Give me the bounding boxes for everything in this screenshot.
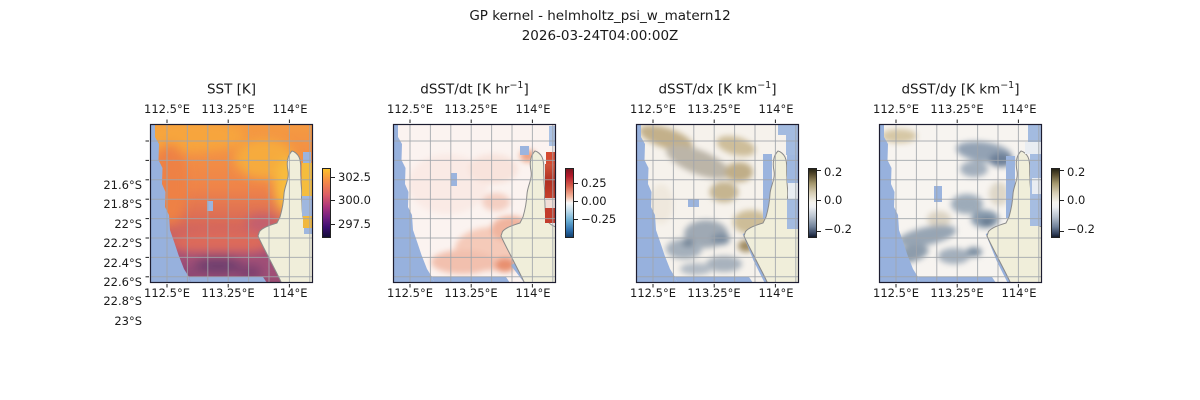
colorbar-dsst-dt: 0.25 0.00 −0.25 (565, 168, 635, 238)
panel-dsst-dx: dSST/dx [K km−1] 112.5°E 113.25°E 114°E (630, 80, 852, 300)
xtick-label: 113.25°E (201, 286, 255, 300)
ytick-label: 23°S (114, 314, 142, 328)
xtick-label: 114°E (515, 102, 551, 116)
ytick-label: 21.6°S (103, 178, 142, 192)
colorbar-tick-label: 0.00 (581, 194, 607, 208)
colorbar-tick-label: 0.0 (1067, 193, 1086, 207)
xtick-label: 113.25°E (930, 286, 984, 300)
xtick-label: 114°E (758, 102, 794, 116)
colorbar-sst: 302.5 300.0 297.5 (322, 168, 392, 238)
colorbar-tick-label: 300.0 (338, 193, 371, 207)
xtick-label: 114°E (1001, 286, 1037, 300)
colorbar-gradient (1051, 168, 1060, 238)
colorbar-tick-label: 0.2 (1067, 165, 1086, 179)
xtick-label: 112.5°E (144, 102, 190, 116)
xtick-label: 112.5°E (387, 286, 433, 300)
xtick-label: 113.25°E (444, 102, 498, 116)
ytick-label: 22.2°S (103, 236, 142, 250)
figure-timestamp: 2026-03-24T04:00:00Z (521, 28, 679, 44)
colorbar-tick-label: 0.0 (824, 193, 843, 207)
colorbar-dsst-dy: 0.2 0.0 −0.2 (1051, 165, 1121, 238)
xticklabels-top: 112.5°E 113.25°E 114°E (387, 102, 556, 116)
xtick-label: 114°E (272, 286, 308, 300)
ytick-label: 22.4°S (103, 256, 142, 270)
xtick-label: 112.5°E (630, 102, 676, 116)
xtick-label: 114°E (1001, 102, 1037, 116)
xticklabels-top: 112.5°E 113.25°E 114°E (873, 102, 1042, 116)
xticklabels-top: 112.5°E 113.25°E 114°E (630, 102, 799, 116)
xtick-label: 113.25°E (444, 286, 498, 300)
colorbar-gradient (322, 168, 331, 238)
panel-dsst-dt: dSST/dt [K hr−1] 112.5°E 113.25°E 114°E (387, 80, 616, 300)
xtick-label: 112.5°E (144, 286, 190, 300)
colorbar-tick-label: −0.25 (581, 212, 617, 226)
map-dsst-dt (392, 119, 557, 288)
xticklabels-bottom: 112.5°E 113.25°E 114°E (873, 286, 1042, 300)
colorbar-dsst-dx: 0.2 0.0 −0.2 (808, 165, 878, 238)
panel-dsst-dx-title: dSST/dx [K km−1] (658, 80, 777, 98)
colorbar-tick-label: 0.2 (824, 165, 843, 179)
colorbar-tick-label: 297.5 (338, 217, 371, 231)
xtick-label: 113.25°E (201, 102, 255, 116)
map-dsst-dx (635, 119, 800, 288)
colorbar-tick-label: 0.25 (581, 176, 607, 190)
panel-sst-title: SST [K] (206, 81, 257, 98)
xtick-label: 114°E (272, 102, 308, 116)
yticklabels: 21.6°S 21.8°S 22°S 22.2°S 22.4°S 22.6°S … (80, 124, 146, 328)
colorbar-tick-label: −0.2 (824, 222, 852, 236)
panel-sst: SST [K] 112.5°E 113.25°E 114°E 21.6°S 21.8… (103, 80, 371, 329)
colorbar-tick-label: −0.2 (1067, 222, 1095, 236)
xtick-label: 112.5°E (630, 286, 676, 300)
figure-suptitle: GP kernel - helmholtz_psi_w_matern12 (469, 8, 731, 24)
colorbar-gradient (565, 168, 574, 238)
xticklabels-bottom: 112.5°E 113.25°E 114°E (144, 286, 313, 300)
xtick-label: 112.5°E (873, 102, 919, 116)
map-dsst-dy (878, 119, 1043, 288)
xticklabels-bottom: 112.5°E 113.25°E 114°E (630, 286, 799, 300)
xtick-label: 113.25°E (687, 102, 741, 116)
xtick-label: 114°E (515, 286, 551, 300)
xtick-label: 112.5°E (387, 102, 433, 116)
panel-dsst-dy: dSST/dy [K km−1] 112.5°E 113.25°E 114°E (873, 80, 1095, 300)
ytick-label: 22.6°S (103, 275, 142, 289)
xtick-label: 113.25°E (930, 102, 984, 116)
panel-dsst-dt-title: dSST/dt [K hr−1] (420, 80, 529, 98)
map-sst (145, 119, 314, 288)
xtick-label: 113.25°E (687, 286, 741, 300)
xticklabels-top: 112.5°E 113.25°E 114°E (144, 102, 313, 116)
ytick-label: 22.8°S (103, 294, 142, 308)
xtick-label: 112.5°E (873, 286, 919, 300)
colorbar-gradient (808, 168, 817, 238)
panel-dsst-dy-title: dSST/dy [K km−1] (901, 80, 1020, 98)
ytick-label: 21.8°S (103, 197, 142, 211)
ytick-label: 22°S (114, 217, 142, 231)
xtick-label: 114°E (758, 286, 794, 300)
xticklabels-bottom: 112.5°E 113.25°E 114°E (387, 286, 556, 300)
colorbar-tick-label: 302.5 (338, 170, 371, 184)
